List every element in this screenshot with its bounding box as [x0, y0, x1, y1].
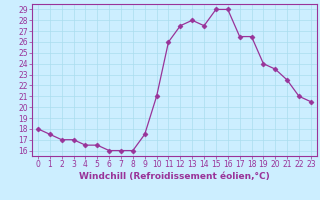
X-axis label: Windchill (Refroidissement éolien,°C): Windchill (Refroidissement éolien,°C): [79, 172, 270, 181]
